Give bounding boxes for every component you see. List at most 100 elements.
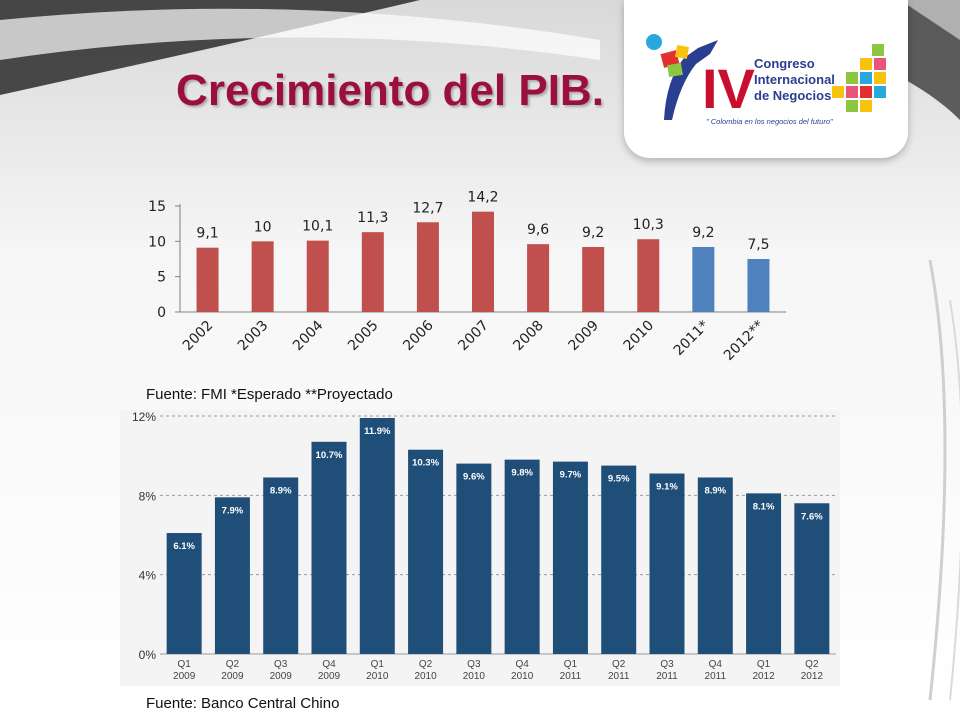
bar-2006: [416, 222, 439, 312]
data-label: 9.1%: [656, 482, 678, 493]
x-tick-label-quarter: Q4: [709, 659, 723, 670]
x-tick-label: 2008: [510, 318, 547, 355]
logo-tagline: " Colombia en los negocios del futuro": [706, 117, 833, 126]
data-label: 9,6: [527, 222, 549, 238]
data-label: 9.8%: [511, 468, 533, 479]
x-tick-label: 2009: [565, 318, 602, 355]
x-tick-label: 2007: [455, 318, 492, 355]
bar-2010: [637, 239, 660, 312]
bar-Q1-2011: [552, 461, 588, 654]
data-label: 10,1: [302, 219, 333, 235]
bar-Q4-2011: [697, 477, 733, 654]
data-label: 9,1: [196, 226, 218, 242]
data-label: 12,7: [412, 200, 443, 216]
data-label: 7.9%: [222, 505, 244, 516]
y-tick-label: 8%: [139, 489, 157, 503]
logo-line3: de Negocios: [754, 88, 831, 103]
x-tick-label: 2006: [400, 317, 437, 354]
bar-Q3-2010: [456, 463, 492, 654]
bar-Q1-2010: [359, 417, 395, 654]
page-title: Crecimiento del PIB.: [176, 66, 604, 115]
gdp-quarterly-chart: 0%4%8%12%6.1%Q120097.9%Q220098.9%Q320091…: [132, 410, 836, 682]
y-tick-label: 5: [157, 270, 166, 286]
x-tick-label-quarter: Q1: [757, 659, 771, 670]
x-tick-label: 2003: [235, 318, 272, 355]
x-tick-label-quarter: Q1: [177, 659, 191, 670]
logo-line1: Congreso: [754, 56, 815, 71]
data-label: 9.6%: [463, 472, 485, 483]
x-tick-label-quarter: Q2: [805, 659, 819, 670]
x-tick-label-quarter: Q2: [612, 659, 626, 670]
x-tick-label-quarter: Q3: [660, 659, 674, 670]
congress-logo-card: IV Congreso Internacional de Negocios " …: [624, 0, 908, 158]
x-tick-label-quarter: Q2: [419, 659, 433, 670]
x-tick-label-year: 2012: [801, 671, 824, 682]
source-note-central-bank: Fuente: Banco Central Chino: [146, 695, 340, 712]
bar-Q2-2009: [214, 497, 250, 654]
x-tick-label: 2005: [345, 318, 382, 355]
data-label: 9.5%: [608, 474, 630, 485]
bar-2008: [527, 244, 550, 312]
x-tick-label-year: 2010: [366, 671, 389, 682]
bar-2007: [472, 211, 494, 312]
bar-Q2-2012: [794, 503, 830, 654]
x-tick-label: 2011*: [671, 318, 712, 359]
data-label: 8.1%: [753, 501, 775, 512]
y-tick-label: 0: [157, 305, 166, 321]
x-tick-label-year: 2011: [560, 671, 582, 682]
bar-Q4-2010: [504, 459, 540, 654]
data-label: 9,2: [582, 225, 604, 241]
bar-Q3-2009: [263, 477, 299, 654]
congress-logo: IV Congreso Internacional de Negocios " …: [646, 34, 886, 126]
x-tick-label-year: 2012: [752, 671, 775, 682]
x-tick-label-quarter: Q4: [515, 659, 529, 670]
bar-Q1-2009: [166, 533, 202, 654]
pixel-squares-icon: [832, 44, 886, 112]
data-label: 8.9%: [704, 485, 726, 496]
data-label: 6.1%: [173, 541, 195, 552]
data-label: 7.6%: [801, 511, 823, 522]
x-tick-label: 2012**: [721, 318, 767, 364]
y-tick-label: 10: [148, 234, 166, 250]
x-tick-label-year: 2009: [221, 671, 244, 682]
data-label: 11.9%: [364, 426, 391, 437]
data-label: 10.7%: [316, 450, 343, 461]
figure-emblem-icon: [646, 34, 718, 120]
data-label: 7,5: [747, 237, 769, 253]
x-tick-label-year: 2011: [656, 671, 678, 682]
x-tick-label-quarter: Q3: [467, 659, 481, 670]
bar-2002: [196, 247, 219, 312]
x-tick-label: 2002: [180, 318, 217, 355]
data-label: 9,2: [692, 225, 714, 241]
x-tick-label-year: 2009: [270, 671, 293, 682]
logo-line2: Internacional: [754, 72, 835, 87]
bar-Q4-2009: [311, 441, 347, 654]
bar-2005: [361, 232, 384, 312]
x-tick-label-quarter: Q1: [371, 659, 385, 670]
data-label: 9.7%: [560, 470, 582, 481]
x-tick-label-quarter: Q1: [564, 659, 578, 670]
x-tick-label-year: 2010: [511, 671, 534, 682]
bar-2004: [306, 240, 329, 312]
y-tick-label: 12%: [132, 410, 156, 424]
x-tick-label-year: 2009: [173, 671, 196, 682]
x-tick-label-year: 2011: [608, 671, 630, 682]
x-tick-label-year: 2011: [705, 671, 727, 682]
y-tick-label: 4%: [139, 569, 157, 583]
x-tick-label: 2010: [621, 318, 658, 355]
x-tick-label-quarter: Q4: [322, 659, 336, 670]
data-label: 11,3: [357, 210, 388, 226]
x-tick-label-year: 2009: [318, 671, 341, 682]
gdp-annual-chart: 0 5 10 15 9,1 2002 10 2003 10,1 2004 11,3 2005 12,7 2…: [148, 190, 786, 364]
data-label: 10: [254, 219, 272, 235]
x-tick-label-quarter: Q3: [274, 659, 288, 670]
bar-2009: [582, 246, 605, 312]
data-label: 10,3: [633, 217, 664, 233]
x-tick-label-year: 2010: [463, 671, 486, 682]
x-tick-label-quarter: Q2: [226, 659, 240, 670]
data-label: 8.9%: [270, 485, 292, 496]
bar-2012: [747, 259, 770, 312]
y-tick-label: 15: [148, 199, 166, 215]
y-tick-label: 0%: [139, 648, 157, 662]
data-label: 14,2: [467, 190, 498, 206]
